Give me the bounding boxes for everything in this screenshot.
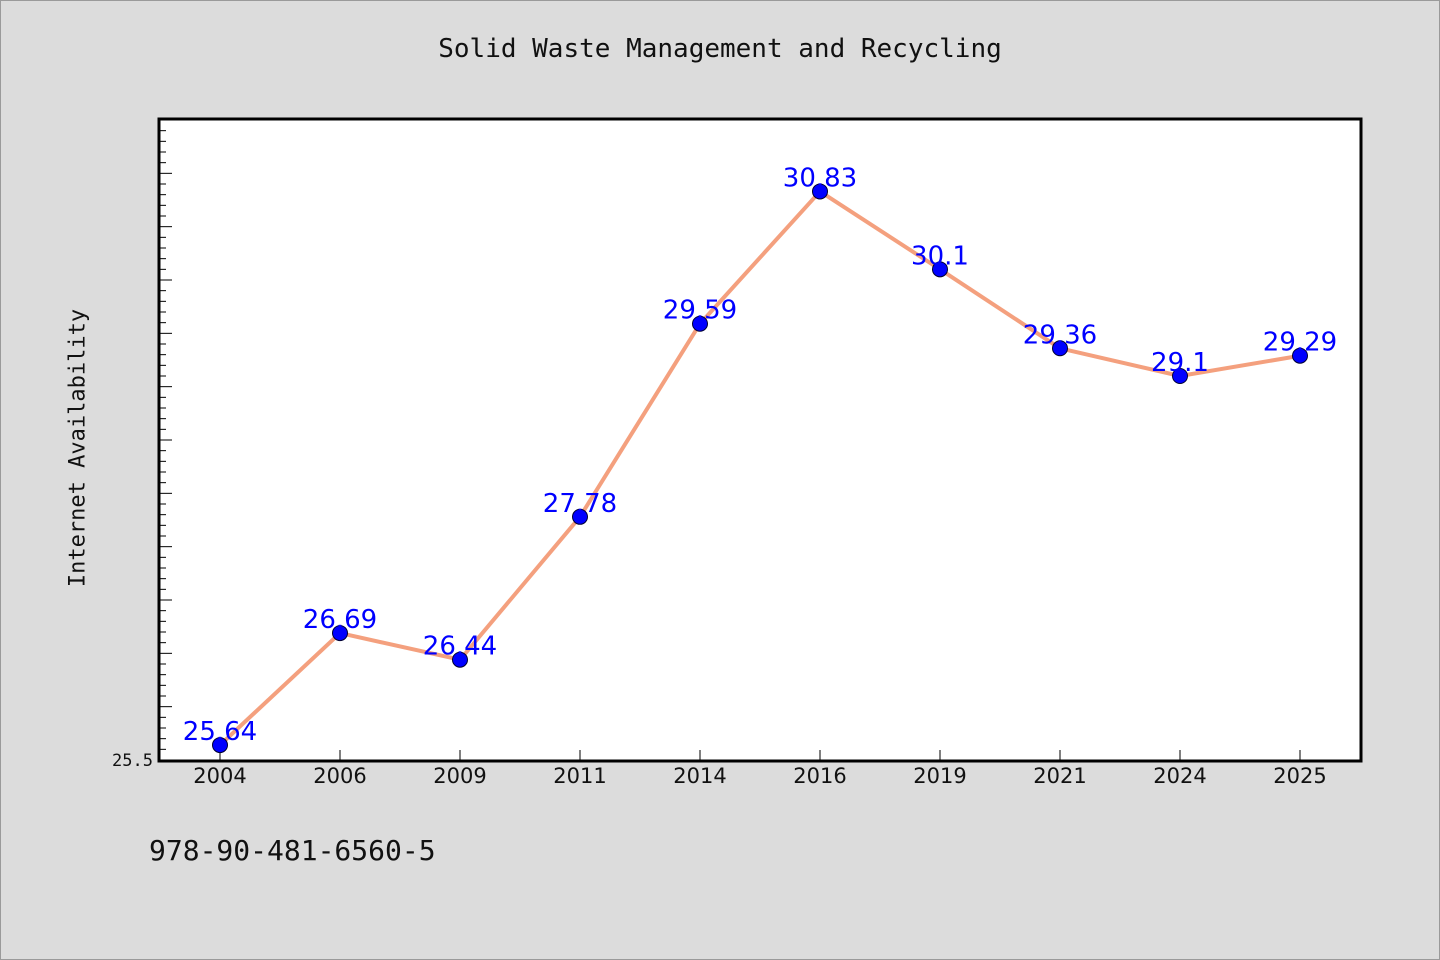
x-tick-label: 2021	[1033, 764, 1086, 788]
x-tick-label: 2019	[913, 764, 966, 788]
data-label: 29.29	[1263, 328, 1337, 358]
chart-title: Solid Waste Management and Recycling	[438, 34, 1002, 64]
data-point	[332, 625, 348, 642]
data-point	[1292, 347, 1308, 364]
y-tick-label: 25.5	[112, 751, 153, 771]
plot-area	[157, 117, 1363, 763]
data-label: 26.44	[423, 632, 497, 662]
x-tick-label: 2016	[793, 764, 846, 788]
x-tick-label: 2006	[313, 764, 366, 788]
x-tick-label: 2024	[1153, 764, 1206, 788]
x-tick-label: 2014	[673, 764, 726, 788]
data-label: 26.69	[303, 605, 377, 635]
isbn-text: 978-90-481-6560-5	[149, 834, 436, 867]
data-label: 29.36	[1023, 320, 1097, 350]
data-labels: 25.64 26.69 26.44 27.78 29.59 30.83 30.1 29.36 2…	[183, 163, 1337, 747]
y-ticks: 25.5	[112, 130, 172, 771]
x-tick-label: 2011	[553, 764, 606, 788]
data-label: 29.59	[663, 296, 737, 326]
data-point	[452, 651, 468, 668]
data-point	[932, 261, 948, 278]
data-label: 27.78	[543, 489, 617, 519]
data-label: 30.1	[911, 241, 969, 271]
data-point	[1052, 340, 1068, 357]
series-line	[218, 189, 1301, 747]
x-tick-label: 2004	[193, 764, 246, 788]
data-point	[812, 183, 828, 200]
data-point	[572, 508, 588, 525]
data-label: 30.83	[783, 163, 857, 193]
x-tick-label: 2025	[1273, 764, 1326, 788]
data-point	[692, 315, 708, 332]
data-label: 25.64	[183, 717, 257, 747]
data-label: 29.1	[1151, 348, 1209, 378]
x-tick-label: 2009	[433, 764, 486, 788]
series-group	[212, 183, 1308, 754]
x-ticks: 2004 2006 2009 2011 2014 2016 2019 2021 2024 2025	[193, 750, 1327, 788]
data-point	[212, 737, 228, 754]
data-point	[1172, 368, 1188, 384]
